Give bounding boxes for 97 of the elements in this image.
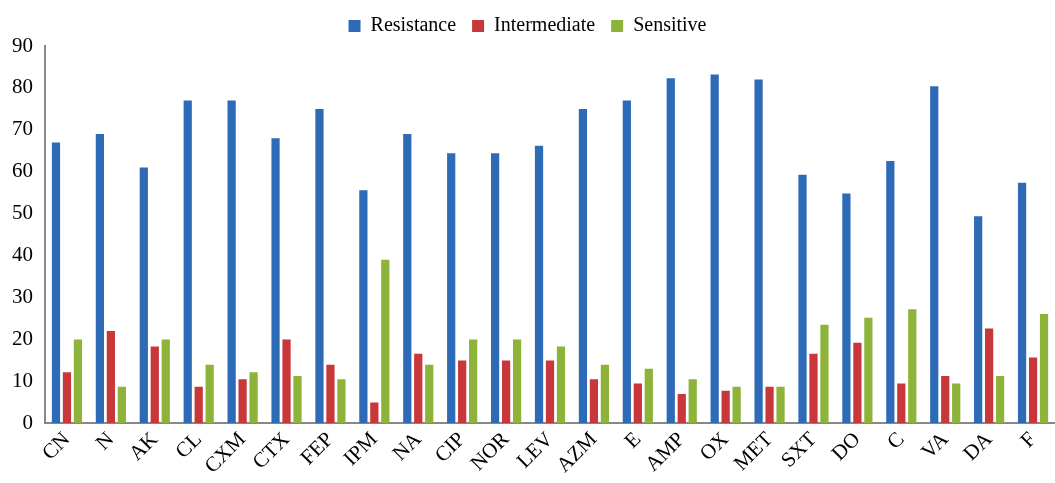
x-tick-label: CN bbox=[36, 426, 75, 465]
bar bbox=[512, 339, 522, 424]
y-tick-label: 30 bbox=[12, 284, 33, 309]
bar bbox=[710, 74, 719, 424]
bar bbox=[490, 153, 500, 424]
bar bbox=[1017, 182, 1027, 424]
bar bbox=[820, 324, 829, 424]
bar bbox=[205, 364, 214, 424]
bar bbox=[73, 339, 83, 424]
bar bbox=[666, 78, 675, 424]
bar bbox=[249, 372, 258, 424]
bar bbox=[183, 100, 192, 424]
bar bbox=[732, 386, 741, 424]
bar bbox=[117, 386, 126, 424]
bar bbox=[447, 153, 456, 424]
bar bbox=[853, 342, 862, 424]
bar bbox=[282, 339, 291, 424]
bar bbox=[425, 364, 434, 424]
bar bbox=[688, 379, 697, 424]
x-tick-label: IPM bbox=[338, 426, 382, 471]
bar bbox=[370, 402, 379, 424]
bar bbox=[633, 383, 642, 424]
bar bbox=[842, 193, 851, 424]
bar bbox=[644, 368, 653, 424]
x-tick-label: VA bbox=[916, 426, 954, 464]
bar bbox=[1039, 313, 1049, 424]
bar bbox=[381, 259, 390, 424]
bar bbox=[271, 138, 280, 424]
bar bbox=[995, 375, 1005, 424]
y-tick-label: 50 bbox=[12, 200, 33, 225]
bar bbox=[545, 360, 555, 424]
bar bbox=[589, 379, 599, 424]
bar bbox=[952, 383, 961, 424]
legend-label: Sensitive bbox=[633, 13, 707, 36]
bar bbox=[754, 79, 763, 424]
bar bbox=[501, 360, 511, 424]
bar bbox=[677, 394, 686, 424]
x-tick-label: CL bbox=[170, 426, 207, 463]
y-tick-label: 80 bbox=[12, 74, 33, 99]
bar bbox=[51, 142, 61, 424]
x-tick-label: F bbox=[1015, 426, 1041, 452]
bar bbox=[600, 364, 610, 424]
x-tick-label: C bbox=[881, 426, 909, 454]
x-tick-label: NA bbox=[387, 426, 427, 466]
y-tick-label: 40 bbox=[12, 242, 33, 267]
x-tick-label: AK bbox=[123, 426, 163, 466]
bar bbox=[886, 160, 895, 424]
bar bbox=[161, 339, 170, 424]
legend-label: Intermediate bbox=[494, 13, 596, 36]
y-tick-label: 60 bbox=[12, 158, 33, 183]
bar bbox=[139, 167, 148, 424]
y-tick-label: 90 bbox=[12, 32, 33, 57]
bar bbox=[798, 174, 807, 424]
bar bbox=[403, 134, 412, 424]
bar bbox=[359, 190, 368, 424]
bar bbox=[326, 364, 335, 424]
bar bbox=[556, 346, 566, 424]
bar bbox=[458, 360, 467, 424]
bar bbox=[62, 372, 72, 424]
bar bbox=[106, 331, 115, 424]
bar bbox=[293, 375, 302, 424]
bar bbox=[337, 379, 346, 424]
bar bbox=[414, 353, 423, 424]
y-tick-label: 70 bbox=[12, 116, 33, 141]
bar bbox=[227, 100, 236, 424]
bar bbox=[238, 379, 247, 424]
bar bbox=[941, 375, 950, 424]
x-tick-label: CIP bbox=[429, 426, 470, 467]
bar bbox=[974, 216, 983, 424]
bar bbox=[908, 309, 917, 424]
y-tick-label: 10 bbox=[12, 367, 33, 392]
bar bbox=[150, 346, 159, 424]
x-tick-label: DO bbox=[826, 426, 865, 466]
bar bbox=[578, 108, 588, 424]
bar bbox=[776, 386, 785, 424]
bar bbox=[622, 100, 631, 424]
legend-label: Resistance bbox=[370, 13, 457, 36]
x-tick-label: N bbox=[90, 426, 119, 455]
x-tick-label: DA bbox=[958, 426, 998, 466]
bar bbox=[534, 145, 544, 424]
bar bbox=[930, 86, 939, 424]
bar bbox=[95, 134, 105, 424]
x-tick-label: OX bbox=[694, 426, 734, 466]
bar bbox=[721, 390, 730, 424]
bar bbox=[315, 108, 324, 424]
y-tick-label: 0 bbox=[22, 409, 33, 434]
bar bbox=[864, 317, 873, 424]
bar bbox=[809, 353, 818, 424]
bar bbox=[194, 386, 203, 424]
x-tick-label: FEP bbox=[295, 426, 338, 470]
bar bbox=[765, 386, 774, 424]
bar bbox=[469, 339, 478, 424]
y-tick-label: 20 bbox=[12, 326, 33, 351]
bar bbox=[985, 328, 994, 424]
x-tick-label: E bbox=[619, 426, 646, 453]
bar bbox=[1028, 357, 1038, 424]
bar bbox=[897, 383, 906, 424]
